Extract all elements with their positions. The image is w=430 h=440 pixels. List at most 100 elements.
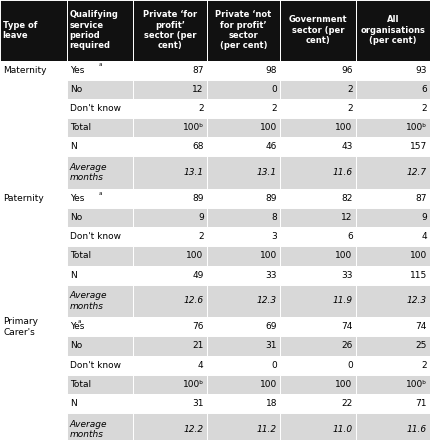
Text: Total: Total bbox=[70, 123, 91, 132]
Bar bbox=[207, 317, 280, 336]
Text: N: N bbox=[70, 271, 77, 279]
Bar bbox=[356, 61, 430, 80]
Bar bbox=[133, 137, 207, 156]
Text: 100ᵇ: 100ᵇ bbox=[183, 123, 204, 132]
Bar bbox=[280, 227, 356, 246]
Bar bbox=[207, 374, 280, 394]
Bar bbox=[67, 336, 133, 356]
Text: 12.3: 12.3 bbox=[407, 297, 427, 305]
Text: N: N bbox=[70, 143, 77, 151]
Bar bbox=[280, 99, 356, 118]
Text: 43: 43 bbox=[341, 143, 353, 151]
Bar bbox=[280, 265, 356, 285]
Text: 100ᵇ: 100ᵇ bbox=[406, 380, 427, 389]
Bar bbox=[356, 356, 430, 374]
Text: 87: 87 bbox=[192, 66, 204, 75]
Text: 74: 74 bbox=[416, 323, 427, 331]
Bar bbox=[207, 356, 280, 374]
Bar bbox=[207, 336, 280, 356]
Bar bbox=[67, 394, 133, 413]
Bar bbox=[356, 374, 430, 394]
Text: 13.1: 13.1 bbox=[257, 168, 277, 177]
Bar bbox=[356, 189, 430, 208]
Bar bbox=[280, 118, 356, 137]
Text: Qualifying
service
period
required: Qualifying service period required bbox=[69, 10, 118, 51]
Text: Private ‘not
for profit’
sector
(per cent): Private ‘not for profit’ sector (per cen… bbox=[215, 10, 271, 51]
Text: 11.2: 11.2 bbox=[257, 425, 277, 434]
Text: Total: Total bbox=[70, 380, 91, 389]
Bar bbox=[280, 0, 356, 61]
Text: 2: 2 bbox=[198, 104, 204, 113]
Text: 100: 100 bbox=[187, 252, 204, 260]
Text: Average
months: Average months bbox=[70, 291, 107, 311]
Bar bbox=[280, 394, 356, 413]
Text: 12.7: 12.7 bbox=[407, 168, 427, 177]
Text: Yes: Yes bbox=[70, 194, 84, 203]
Text: 33: 33 bbox=[341, 271, 353, 279]
Bar bbox=[207, 413, 280, 440]
Text: No: No bbox=[70, 213, 82, 222]
Text: 89: 89 bbox=[192, 194, 204, 203]
Bar bbox=[280, 80, 356, 99]
Bar bbox=[67, 374, 133, 394]
Text: 12: 12 bbox=[192, 85, 204, 94]
Bar bbox=[67, 137, 133, 156]
Text: 96: 96 bbox=[341, 66, 353, 75]
Text: 0: 0 bbox=[347, 361, 353, 370]
Bar bbox=[133, 99, 207, 118]
Bar bbox=[67, 317, 133, 336]
Text: 100: 100 bbox=[410, 252, 427, 260]
Text: 2: 2 bbox=[421, 104, 427, 113]
Bar bbox=[207, 246, 280, 265]
Bar bbox=[133, 356, 207, 374]
Bar bbox=[207, 156, 280, 189]
Bar bbox=[280, 246, 356, 265]
Bar bbox=[280, 156, 356, 189]
Bar bbox=[0, 189, 67, 317]
Bar bbox=[0, 0, 67, 61]
Bar bbox=[356, 137, 430, 156]
Bar bbox=[133, 246, 207, 265]
Bar bbox=[356, 156, 430, 189]
Bar bbox=[67, 265, 133, 285]
Bar bbox=[280, 317, 356, 336]
Text: 6: 6 bbox=[347, 232, 353, 241]
Bar bbox=[133, 413, 207, 440]
Text: 2: 2 bbox=[347, 104, 353, 113]
Text: 100: 100 bbox=[335, 252, 353, 260]
Bar bbox=[280, 374, 356, 394]
Text: 11.0: 11.0 bbox=[332, 425, 353, 434]
Bar bbox=[280, 413, 356, 440]
Bar bbox=[280, 356, 356, 374]
Bar bbox=[356, 0, 430, 61]
Bar bbox=[280, 61, 356, 80]
Text: Government
sector (per
cent): Government sector (per cent) bbox=[289, 15, 347, 45]
Text: 3: 3 bbox=[271, 232, 277, 241]
Text: 98: 98 bbox=[266, 66, 277, 75]
Text: 49: 49 bbox=[192, 271, 204, 279]
Text: Total: Total bbox=[70, 252, 91, 260]
Bar bbox=[67, 246, 133, 265]
Text: 157: 157 bbox=[410, 143, 427, 151]
Text: Don't know: Don't know bbox=[70, 361, 121, 370]
Bar bbox=[356, 265, 430, 285]
Bar bbox=[356, 394, 430, 413]
Bar bbox=[67, 61, 133, 80]
Bar bbox=[67, 208, 133, 227]
Text: N: N bbox=[70, 399, 77, 408]
Text: 12.2: 12.2 bbox=[184, 425, 204, 434]
Text: 13.1: 13.1 bbox=[184, 168, 204, 177]
Text: 4: 4 bbox=[198, 361, 204, 370]
Text: 0: 0 bbox=[271, 361, 277, 370]
Bar bbox=[67, 285, 133, 317]
Bar bbox=[67, 118, 133, 137]
Text: Average
months: Average months bbox=[70, 419, 107, 439]
Text: 26: 26 bbox=[341, 341, 353, 350]
Bar bbox=[67, 80, 133, 99]
Text: Maternity: Maternity bbox=[3, 66, 46, 75]
Text: 11.6: 11.6 bbox=[407, 425, 427, 434]
Text: 12.3: 12.3 bbox=[257, 297, 277, 305]
Text: Don't know: Don't know bbox=[70, 232, 121, 241]
Text: 2: 2 bbox=[421, 361, 427, 370]
Bar bbox=[207, 208, 280, 227]
